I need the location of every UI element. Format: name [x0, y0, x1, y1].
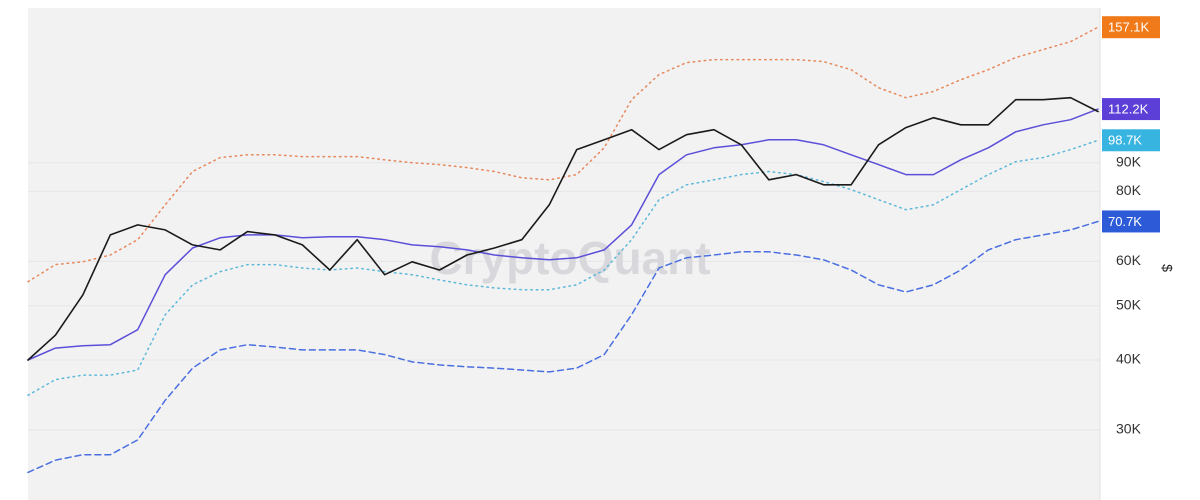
- end-value-label: 157.1K: [1108, 20, 1150, 35]
- y-tick-label: 50K: [1116, 296, 1142, 312]
- end-value-box: [1102, 129, 1160, 152]
- plot-background: [28, 8, 1100, 500]
- y-tick-label: 60K: [1116, 252, 1142, 268]
- series-line: [27, 108, 1099, 361]
- y-tick-label: 80K: [1116, 182, 1142, 198]
- y-tick-label: 40K: [1116, 351, 1142, 367]
- end-value-box: [1102, 98, 1160, 121]
- y-axis-label: $: [1159, 264, 1175, 272]
- series-line: [27, 220, 1099, 474]
- y-tick-label: 30K: [1116, 421, 1142, 437]
- end-value-label: 112.2K: [1108, 102, 1149, 117]
- series-line: [27, 96, 1099, 361]
- end-value-label: 70.7K: [1108, 214, 1142, 229]
- end-value-label: 98.7K: [1108, 133, 1142, 148]
- end-value-box: [1102, 16, 1160, 39]
- end-value-box: [1102, 210, 1160, 233]
- y-tick-label: 90K: [1116, 153, 1142, 169]
- series-line: [27, 139, 1099, 397]
